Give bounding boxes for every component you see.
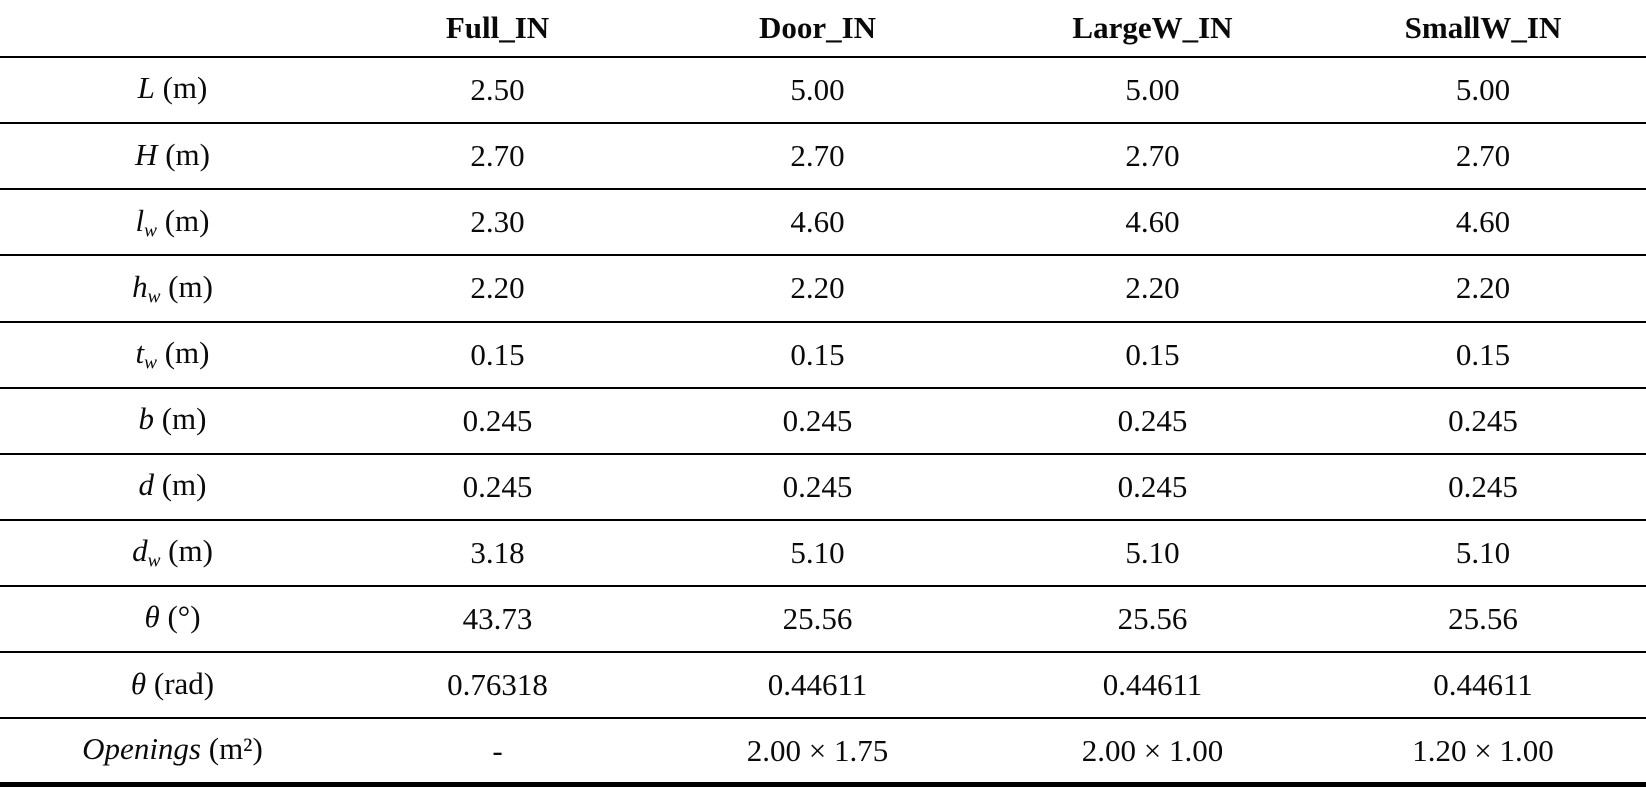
row-unit: (m) [157,136,210,172]
row-label: b (m) [0,388,345,454]
row-subscript: w [147,286,161,308]
row-label: hw (m) [0,255,345,321]
value-cell: 0.15 [1125,336,1180,372]
row-variable: Openings [82,730,201,766]
table-row-theta-deg: θ (°) 43.73 25.56 25.56 25.56 [0,586,1646,653]
row-unit: (m²) [201,730,263,766]
row-unit: (rad) [146,665,215,701]
row-variable: H [135,136,158,172]
value-cell: 0.76318 [447,667,548,703]
value-cell: 4.60 [1125,204,1180,240]
value-cell: 5.00 [1125,72,1180,108]
table-row-dw: dw (m) 3.18 5.10 5.10 5.10 [0,520,1646,586]
value-cell: 43.73 [462,601,533,637]
row-variable: d [138,467,154,503]
value-cell: 5.10 [1455,534,1511,570]
value-cell: 5.00 [1455,72,1511,108]
value-cell: 25.56 [1448,601,1518,637]
table-row-theta-rad: θ (rad) 0.76318 0.44611 0.44611 0.44611 [0,652,1646,719]
value-cell: 2.00 × 1.75 [746,732,889,768]
value-cell: 1.20 × 1.00 [1412,732,1554,768]
row-unit: (m) [160,533,213,569]
header-cell-full-in: Full_IN [345,0,650,58]
value-cell: 0.245 [1448,468,1518,504]
row-label: dw (m) [0,520,345,586]
row-unit: (m) [160,268,213,304]
value-cell: 2.20 [790,270,845,306]
row-variable: θ [130,665,147,701]
row-unit: (°) [159,599,201,635]
table-row-L: L (m) 2.50 5.00 5.00 5.00 [0,57,1646,124]
value-cell: 3.18 [470,534,525,570]
row-variable: θ [144,599,160,635]
row-variable: L [137,70,155,106]
value-cell: 2.70 [1125,138,1180,174]
table-row-tw: tw (m) 0.15 0.15 0.15 0.15 [0,322,1646,388]
value-cell: 0.15 [790,336,845,372]
value-cell: 2.30 [470,204,525,240]
value-cell: 0.44611 [767,667,868,703]
value-cell: 2.20 [1455,270,1511,306]
row-variable: h [132,268,148,304]
row-variable: d [132,533,148,569]
row-label: θ (°) [0,586,345,652]
value-cell: 0.245 [462,468,533,504]
table-row-hw: hw (m) 2.20 2.20 2.20 2.20 [0,255,1646,322]
value-cell: 25.56 [782,601,853,637]
row-label: L (m) [0,57,345,123]
row-subscript: w [147,550,161,572]
row-unit: (m) [156,202,210,238]
value-cell: 2.70 [790,138,845,174]
row-unit: (m) [156,334,210,370]
value-cell: 5.10 [1125,534,1180,570]
value-cell: 0.245 [1448,402,1518,438]
header-cell-smallw-in: SmallW_IN [1320,0,1646,58]
value-cell: 2.20 [1125,270,1180,306]
row-variable: l [135,202,145,238]
row-unit: (m) [153,467,207,503]
value-cell: 0.44611 [1102,667,1203,703]
row-label: tw (m) [0,322,345,388]
value-cell: 5.00 [790,72,845,108]
header-cell-blank [0,0,345,58]
value-cell: 0.15 [1455,336,1511,372]
value-cell: 25.56 [1117,601,1188,637]
row-unit: (m) [154,70,208,106]
row-label: lw (m) [0,189,345,255]
header-cell-largew-in: LargeW_IN [985,0,1320,58]
table-row-openings: Openings (m²) - 2.00 × 1.75 2.00 × 1.00 … [0,718,1646,785]
value-cell: 0.15 [470,336,525,372]
value-cell: 4.60 [790,204,845,240]
value-cell: 2.70 [470,138,525,174]
table-row-d: d (m) 0.245 0.245 0.245 0.245 [0,454,1646,520]
value-cell: 5.10 [790,534,845,570]
value-cell: 2.20 [470,270,525,306]
row-label: d (m) [0,454,345,520]
row-subscript: w [144,352,157,374]
value-cell: - [492,732,503,768]
header-row: Full_IN Door_IN LargeW_IN SmallW_IN [0,0,1646,58]
value-cell: 2.70 [1455,138,1511,174]
value-cell: 2.50 [470,72,525,108]
header-cell-door-in: Door_IN [650,0,985,58]
value-cell: 0.245 [1117,468,1188,504]
row-label: θ (rad) [0,652,345,718]
row-subscript: w [144,220,157,241]
row-variable: t [135,334,145,370]
value-cell: 4.60 [1455,204,1511,240]
value-cell: 0.245 [782,402,853,438]
row-unit: (m) [153,401,207,436]
row-variable: b [138,401,154,436]
row-label: H (m) [0,123,345,189]
value-cell: 0.44611 [1433,667,1533,703]
row-label: Openings (m²) [0,718,345,784]
table-row-b: b (m) 0.245 0.245 0.245 0.245 [0,388,1646,454]
table-row-lw: lw (m) 2.30 4.60 4.60 4.60 [0,189,1646,256]
value-cell: 0.245 [782,468,853,504]
table-row-H: H (m) 2.70 2.70 2.70 2.70 [0,123,1646,190]
value-cell: 0.245 [462,402,533,438]
value-cell: 2.00 × 1.00 [1081,732,1224,768]
value-cell: 0.245 [1117,402,1188,438]
